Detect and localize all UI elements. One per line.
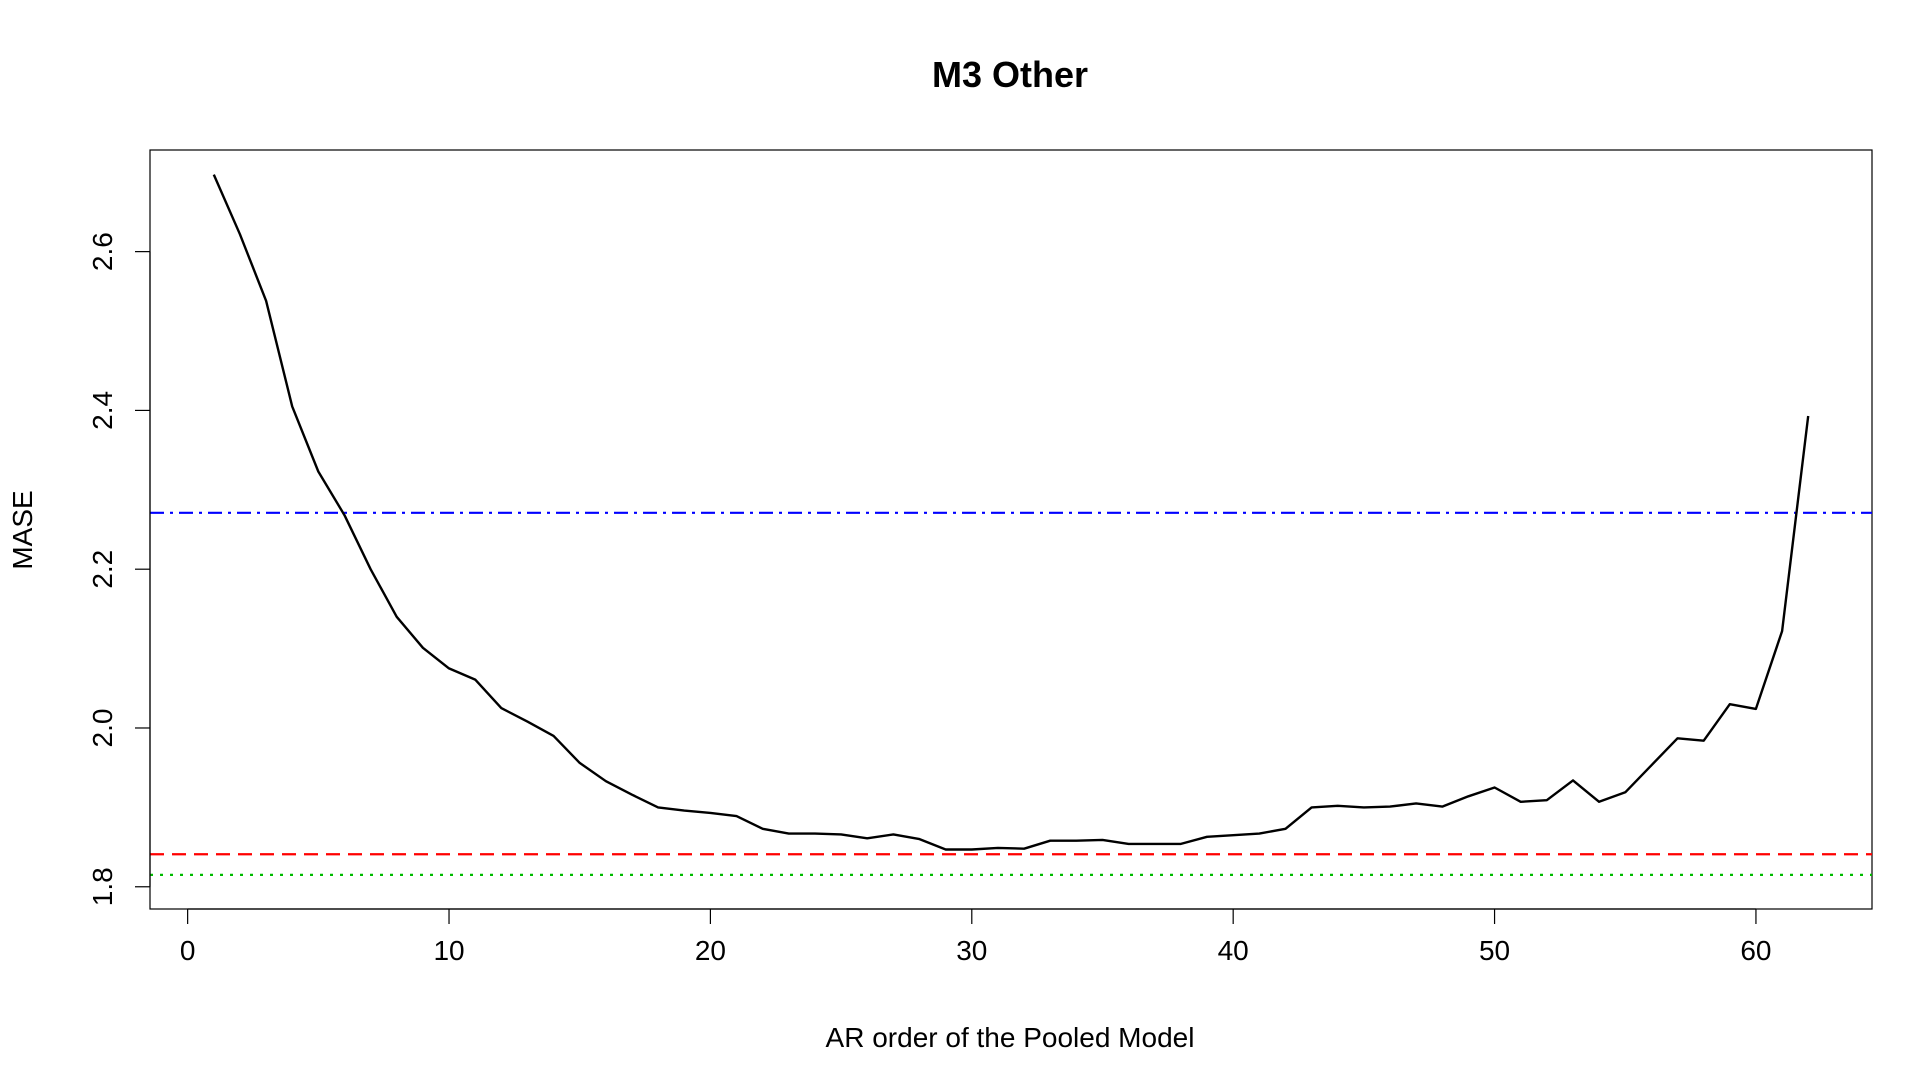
plot-frame bbox=[149, 149, 1873, 910]
x-tick-label: 10 bbox=[433, 935, 464, 966]
y-tick-label: 2.0 bbox=[87, 709, 118, 748]
y-axis-label: MASE bbox=[7, 490, 38, 569]
y-tick-label: 2.4 bbox=[87, 391, 118, 430]
y-axis: 1.8 2.0 2.2 2.4 2.6 bbox=[87, 232, 151, 906]
x-tick-label: 0 bbox=[180, 935, 196, 966]
x-tick-label: 30 bbox=[956, 935, 987, 966]
y-tick-label: 2.2 bbox=[87, 550, 118, 589]
series-line-0 bbox=[212, 174, 1810, 851]
data-series bbox=[212, 174, 1810, 851]
x-tick-label: 20 bbox=[695, 935, 726, 966]
y-tick-label: 1.8 bbox=[87, 867, 118, 906]
x-axis: 0 10 20 30 40 50 60 bbox=[180, 908, 1772, 966]
y-tick-label: 2.6 bbox=[87, 232, 118, 271]
chart-title: M3 Other bbox=[932, 54, 1088, 95]
x-tick-label: 50 bbox=[1479, 935, 1510, 966]
x-tick-label: 40 bbox=[1218, 935, 1249, 966]
x-tick-label: 60 bbox=[1740, 935, 1771, 966]
reference-lines bbox=[150, 511, 1872, 876]
x-axis-label: AR order of the Pooled Model bbox=[826, 1022, 1195, 1053]
